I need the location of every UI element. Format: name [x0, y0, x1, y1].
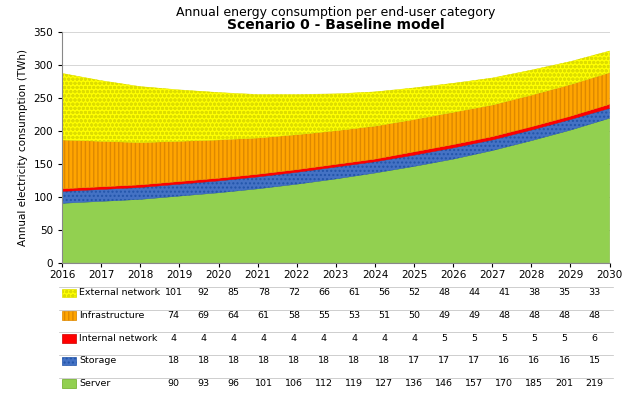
- Text: 146: 146: [435, 379, 453, 388]
- Text: 18: 18: [378, 357, 390, 365]
- Text: Server: Server: [79, 379, 110, 388]
- Text: 101: 101: [255, 379, 273, 388]
- Text: 6: 6: [592, 334, 598, 343]
- Text: 64: 64: [228, 311, 239, 320]
- Text: Storage: Storage: [79, 357, 116, 365]
- Text: 185: 185: [526, 379, 544, 388]
- Text: 18: 18: [288, 357, 300, 365]
- Text: 219: 219: [585, 379, 603, 388]
- Text: 96: 96: [228, 379, 239, 388]
- Text: 52: 52: [408, 289, 420, 297]
- Text: 49: 49: [468, 311, 480, 320]
- Text: 4: 4: [351, 334, 357, 343]
- Text: 18: 18: [348, 357, 360, 365]
- Y-axis label: Annual electricity consumption (TWh): Annual electricity consumption (TWh): [18, 49, 28, 246]
- Text: 38: 38: [528, 289, 541, 297]
- Text: 4: 4: [321, 334, 327, 343]
- Text: Scenario 0 - Baseline model: Scenario 0 - Baseline model: [227, 18, 445, 32]
- Text: 4: 4: [201, 334, 207, 343]
- Text: 35: 35: [559, 289, 570, 297]
- Text: 18: 18: [198, 357, 210, 365]
- Text: 41: 41: [498, 289, 510, 297]
- Text: 127: 127: [375, 379, 393, 388]
- Text: 119: 119: [345, 379, 363, 388]
- Text: 78: 78: [258, 289, 270, 297]
- Text: 61: 61: [258, 311, 270, 320]
- Text: 15: 15: [588, 357, 600, 365]
- Text: 61: 61: [348, 289, 360, 297]
- Text: External network: External network: [79, 289, 160, 297]
- Text: 17: 17: [439, 357, 450, 365]
- Text: 17: 17: [468, 357, 480, 365]
- Text: 18: 18: [168, 357, 180, 365]
- Text: 69: 69: [198, 311, 210, 320]
- Text: 51: 51: [378, 311, 390, 320]
- Text: 4: 4: [170, 334, 177, 343]
- Text: 5: 5: [441, 334, 447, 343]
- Text: 56: 56: [378, 289, 390, 297]
- Text: 50: 50: [408, 311, 420, 320]
- Text: 85: 85: [228, 289, 239, 297]
- Text: 5: 5: [471, 334, 477, 343]
- Text: 112: 112: [315, 379, 333, 388]
- Text: 157: 157: [465, 379, 483, 388]
- Text: 4: 4: [231, 334, 237, 343]
- Text: 33: 33: [588, 289, 601, 297]
- Text: 72: 72: [288, 289, 300, 297]
- Text: 4: 4: [411, 334, 417, 343]
- Text: 4: 4: [261, 334, 267, 343]
- Text: 18: 18: [318, 357, 330, 365]
- Text: 53: 53: [348, 311, 360, 320]
- Text: Annual energy consumption per end-user category: Annual energy consumption per end-user c…: [176, 6, 496, 19]
- Text: 48: 48: [559, 311, 570, 320]
- Text: 136: 136: [405, 379, 423, 388]
- Text: 5: 5: [562, 334, 567, 343]
- Text: Internal network: Internal network: [79, 334, 157, 343]
- Text: Infrastructure: Infrastructure: [79, 311, 144, 320]
- Text: 55: 55: [318, 311, 330, 320]
- Text: 18: 18: [258, 357, 270, 365]
- Text: 48: 48: [498, 311, 510, 320]
- Text: 16: 16: [559, 357, 570, 365]
- Text: 16: 16: [498, 357, 510, 365]
- Text: 18: 18: [228, 357, 239, 365]
- Text: 4: 4: [381, 334, 387, 343]
- Text: 93: 93: [198, 379, 210, 388]
- Text: 5: 5: [501, 334, 508, 343]
- Text: 101: 101: [165, 289, 183, 297]
- Text: 48: 48: [588, 311, 600, 320]
- Text: 170: 170: [495, 379, 513, 388]
- Text: 17: 17: [408, 357, 420, 365]
- Text: 16: 16: [529, 357, 541, 365]
- Text: 44: 44: [468, 289, 480, 297]
- Text: 90: 90: [168, 379, 180, 388]
- Text: 5: 5: [531, 334, 537, 343]
- Text: 92: 92: [198, 289, 210, 297]
- Text: 106: 106: [285, 379, 303, 388]
- Text: 66: 66: [318, 289, 330, 297]
- Text: 48: 48: [529, 311, 541, 320]
- Text: 58: 58: [288, 311, 300, 320]
- Text: 74: 74: [168, 311, 180, 320]
- Text: 201: 201: [555, 379, 573, 388]
- Text: 48: 48: [439, 289, 450, 297]
- Text: 4: 4: [291, 334, 297, 343]
- Text: 49: 49: [439, 311, 450, 320]
